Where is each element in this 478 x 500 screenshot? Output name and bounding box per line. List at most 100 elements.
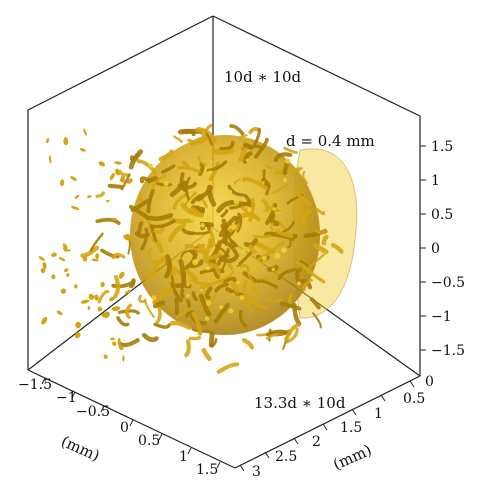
isosurface-filament [174,297,179,316]
tick-mark [380,394,386,402]
isosurface-filament [201,347,212,362]
isosurface-filament [261,177,270,188]
isosurface-filament [158,149,174,162]
left-depth-tick-label: −1.5 [18,377,52,393]
isosurface-filament [256,250,274,262]
tick-mark [322,423,328,431]
isosurface-highlight [236,280,240,285]
isosurface-filament [265,297,282,303]
isosurface-droplet [41,316,48,325]
isosurface-highlight [272,207,276,211]
isosurface-filament [205,132,213,146]
isosurface-filament [195,127,217,143]
isosurface-filament [277,267,298,281]
tick-mark [100,405,105,413]
isosurface-droplet [51,252,57,258]
isosurface-filament [265,184,271,196]
isosurface-filament [200,244,210,264]
isosurface-droplet [38,256,45,261]
isosurface-filament [190,193,205,205]
isosurface-filament [152,300,166,309]
isosurface-filament [265,332,280,340]
isosurface-filament [284,323,300,342]
tick-mark [71,391,76,399]
isosurface-filament [151,219,176,229]
isosurface-highlight [151,295,157,301]
isosurface-filament [274,167,301,175]
isosurface-filament [312,312,322,329]
isosurface-filament [116,316,130,327]
isosurface-filament [280,301,302,311]
left-depth-tick-label: 0.5 [138,433,160,449]
isosurface-highlight [208,170,213,175]
isosurface-highlight [239,295,245,300]
isosurface-droplet [88,293,95,300]
diameter-annotation: d = 0.4 mm [286,132,375,150]
isosurface-highlight [214,179,219,184]
isosurface-filament [139,176,151,184]
isosurface-filament [216,200,235,214]
isosurface-filament [146,176,159,184]
isosurface-filament [330,242,344,254]
isosurface-filament [130,199,150,212]
isosurface-filament [208,331,215,348]
isosurface-filament [292,188,312,206]
isosurface-droplet [74,332,81,339]
isosurface-highlight [228,308,234,314]
isosurface-filament [161,164,176,174]
isosurface-droplet [112,217,117,221]
isosurface-highlight [237,173,241,177]
isosurface-filament [216,362,240,374]
isosurface-filament [315,208,326,216]
box-edge [27,369,236,469]
isosurface-droplet [51,274,56,280]
isosurface-droplet [124,233,131,239]
isosurface-filament [284,327,299,344]
isosurface-droplet [109,296,115,302]
isosurface-filament [188,335,201,341]
isosurface-filament [302,278,313,292]
isosurface-filament [129,278,136,289]
isosurface-filament [243,142,254,150]
top-box-size-annotation: 10d ∗ 10d [224,68,302,86]
isosurface-highlight [186,283,190,287]
isosurface-highlight [228,189,232,194]
isosurface-filament [292,302,302,326]
tick-mark [41,377,46,385]
isosurface-filament [89,232,104,252]
vertical-tick-label: 0 [431,241,440,257]
isosurface-filament [189,207,201,216]
isosurface-highlight [219,305,224,310]
bottom-box-size-annotation: 13.3d ∗ 10d [254,394,346,412]
isosurface-droplet [63,245,68,250]
isosurface-filament [138,192,144,202]
isosurface-filament [250,285,261,294]
isosurface-filament [273,152,293,163]
isosurface-highlight [284,158,291,164]
isosurface-droplet [118,271,125,279]
left-depth-tick-label: −0.5 [76,404,110,420]
isosurface-filament [95,191,105,199]
isosurface-filament [271,183,289,194]
isosurface-filament [251,300,267,309]
isosurface-filament [80,245,100,258]
isosurface-filament [302,209,312,227]
isosurface-filament [264,164,273,170]
isosurface-filament [169,320,192,330]
isosurface-highlight [296,281,301,286]
isosurface-droplet [74,284,78,289]
isosurface-filament [198,293,212,317]
isosurface-highlight [189,215,196,221]
isosurface-filament [229,238,239,248]
isosurface-droplet [87,306,91,310]
isosurface-filament [100,248,120,259]
isosurface-filament [248,244,257,255]
isosurface-filament [177,165,201,174]
isosurface-highlight [233,199,240,205]
box-edge [212,15,421,117]
isosurface-highlight [148,163,153,168]
isosurface-filament [181,128,196,137]
isosurface-filament [204,286,213,300]
